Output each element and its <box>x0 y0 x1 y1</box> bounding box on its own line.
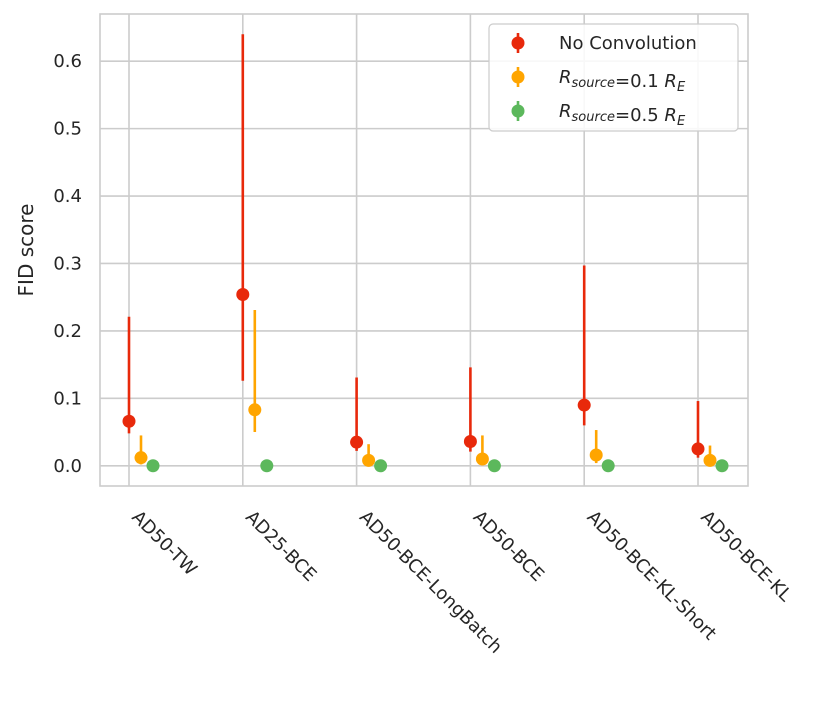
legend-label: Rsource=0.5 RE <box>559 101 686 129</box>
y-tick-label: 0.2 <box>53 321 82 342</box>
data-point <box>350 435 364 449</box>
series-2 <box>146 459 729 473</box>
data-point <box>146 459 160 473</box>
data-point <box>463 434 477 448</box>
y-axis-title: FID score <box>14 204 38 297</box>
x-tick-labels: AD50-TW AD25-BCE AD50-BCE-LongBatchAD50-BC… <box>127 507 795 658</box>
legend: No Convolution Rsource=0.1 RE Rsource=0.5 … <box>488 23 739 132</box>
data-point <box>703 453 717 467</box>
y-tick-label: 0.4 <box>53 186 82 207</box>
series-1 <box>134 310 717 467</box>
y-tick-label: 0.6 <box>53 51 82 72</box>
data-point <box>134 451 148 465</box>
data-point <box>601 459 615 473</box>
data-point <box>691 442 705 456</box>
y-tick-label: 0.1 <box>53 388 82 409</box>
data-point <box>475 452 489 466</box>
data-point <box>248 403 262 417</box>
data-point <box>362 453 376 467</box>
legend-marker <box>511 70 525 84</box>
data-point <box>589 448 603 462</box>
data-point <box>374 459 388 473</box>
legend-label: No Convolution <box>559 33 697 54</box>
x-tick-label: AD50-TW <box>127 507 200 580</box>
legend-marker <box>511 36 525 50</box>
x-tick-label: AD50-BCE-KL <box>696 507 795 606</box>
x-tick-label: AD50-BCE-KL-Short <box>583 507 721 645</box>
x-tick-label: AD25-BCE <box>241 507 320 586</box>
data-point <box>236 288 250 302</box>
legend-marker <box>511 104 525 118</box>
plot-frame <box>99 13 749 487</box>
y-tick-label: 0.3 <box>53 253 82 274</box>
y-tick-label: 0.5 <box>53 119 82 140</box>
y-tick-labels: 0.0 0.1 0.2 0.3 0.4 0.5 0.6 <box>53 51 82 477</box>
legend-label: Rsource=0.1 RE <box>559 67 686 95</box>
data-point <box>260 459 274 473</box>
y-tick-label: 0.0 <box>53 456 82 477</box>
series <box>122 34 729 473</box>
x-tick-label: AD50-BCE <box>469 507 548 586</box>
data-point <box>715 459 729 473</box>
data-point <box>487 459 501 473</box>
data-point <box>122 414 136 428</box>
series-0 <box>122 34 705 458</box>
legend-frame <box>488 23 739 132</box>
data-point <box>577 398 591 412</box>
